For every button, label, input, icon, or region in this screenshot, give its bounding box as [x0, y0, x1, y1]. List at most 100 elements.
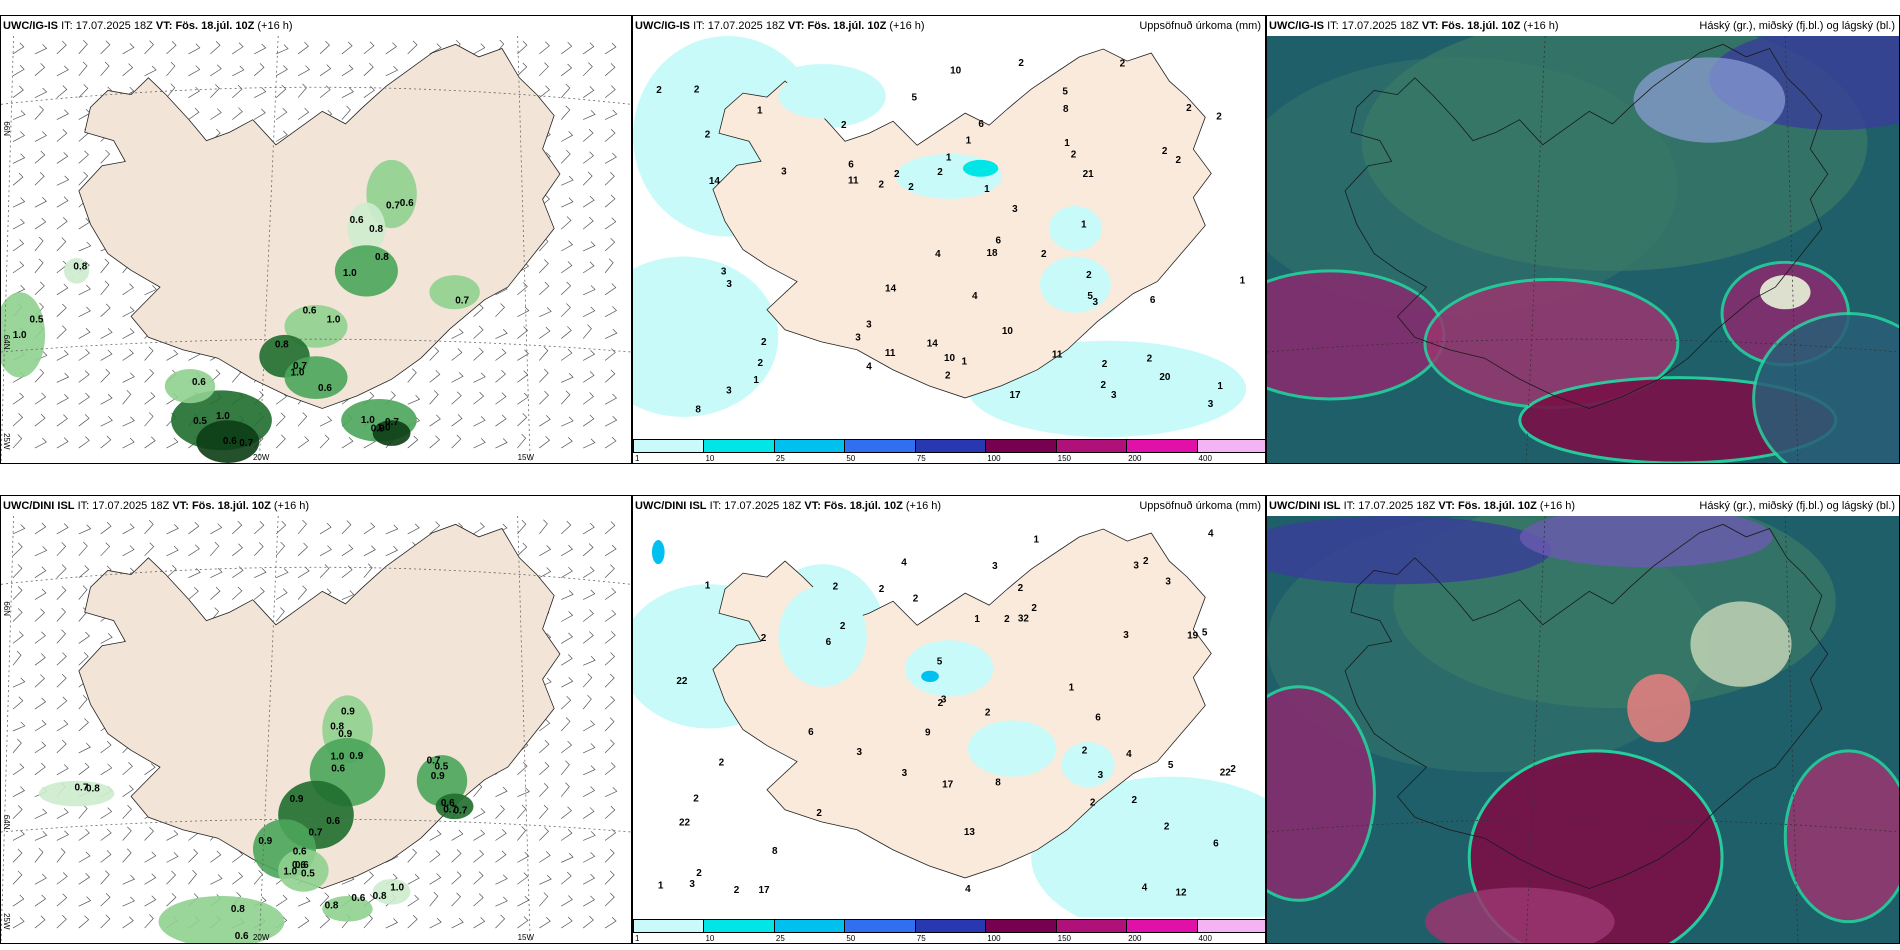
wind-barb — [539, 281, 550, 296]
wind-barb — [582, 349, 596, 361]
precip-value-label: 6 — [808, 727, 814, 738]
wind-barb — [78, 306, 91, 317]
precip-value-label: 0.8 — [369, 224, 383, 235]
wind-barb — [166, 893, 177, 907]
precip-value-label: 6 — [995, 235, 1001, 246]
wind-barb — [473, 303, 484, 317]
wind-barb — [407, 894, 420, 907]
wind-barb — [363, 914, 374, 929]
wind-barb — [78, 61, 88, 77]
wind-barb — [166, 41, 177, 55]
precip-value-label: 1.0 — [327, 314, 341, 325]
wind-barb — [604, 369, 616, 383]
wind-barb — [517, 413, 528, 427]
wind-barb — [34, 762, 46, 776]
cloud-area — [1627, 673, 1691, 743]
wind-barb — [473, 829, 486, 841]
wind-barb — [451, 372, 464, 383]
wind-barb — [582, 86, 595, 98]
precip-value-label: 11 — [1052, 349, 1063, 360]
precip-value-label: 2 — [1004, 614, 1010, 625]
precip-value-label: 6 — [1213, 838, 1219, 849]
precip-value-label: 10 — [950, 66, 962, 77]
latitude-64n-line — [1, 338, 631, 353]
wind-barb — [232, 65, 245, 77]
wind-barb — [582, 195, 595, 208]
wind-barb — [12, 830, 25, 841]
wind-barb — [12, 805, 23, 819]
precip-value-label: 11 — [848, 175, 859, 186]
wind-barb — [254, 568, 267, 579]
precip-value-label: 2 — [894, 169, 900, 180]
colorbar-tick-label: 400 — [1198, 454, 1212, 463]
wind-barb — [144, 436, 156, 449]
top-cloud-panel: UWC/IG-IS IT: 17.07.2025 18Z VT: Fös. 18… — [1266, 15, 1900, 464]
top-cloud-header: UWC/IG-IS IT: 17.07.2025 18Z VT: Fös. 18… — [1269, 20, 1895, 32]
precip-value-label: 1 — [966, 135, 972, 146]
wind-barb — [100, 850, 112, 863]
wind-barb — [583, 438, 596, 449]
precip-value-label: 0.6 — [235, 931, 249, 942]
wind-barb — [495, 786, 508, 797]
precip-value-label: 4 — [866, 362, 872, 373]
graticule — [1, 516, 631, 943]
precip-value-label: 3 — [857, 747, 863, 758]
wind-barb — [604, 393, 618, 405]
wind-barb — [144, 412, 154, 427]
wind-barb — [56, 372, 70, 383]
wind-barb — [188, 43, 201, 55]
colorbar-swatch — [773, 919, 846, 933]
wind-barb — [297, 412, 308, 427]
wind-barb — [517, 349, 529, 361]
wind-barb — [582, 151, 595, 164]
wind-barb — [561, 372, 574, 383]
wind-barb — [100, 258, 110, 274]
wind-barb — [12, 696, 24, 710]
wind-barb — [407, 873, 420, 885]
wind-barb — [407, 394, 421, 405]
wind-barb — [100, 435, 112, 449]
cloud-area — [1690, 601, 1792, 687]
wind-barb — [539, 740, 550, 754]
precip-area — [63, 258, 90, 284]
wind-barb — [56, 652, 67, 666]
wind-barb — [56, 325, 67, 339]
colorbar-swatch — [1196, 439, 1265, 453]
precip-value-label: 11 — [885, 348, 896, 359]
colorbar-swatch — [1126, 439, 1198, 453]
wind-barb — [604, 521, 616, 535]
precip-value-label: 1.0 — [377, 422, 391, 433]
precip-area — [372, 878, 411, 905]
wind-barb — [429, 891, 439, 907]
wind-barb — [56, 175, 70, 186]
wind-barb — [297, 916, 310, 929]
wind-barb — [560, 216, 572, 230]
precip-value-label: 3 — [1012, 204, 1018, 215]
wind-barb — [517, 761, 528, 776]
precip-value-label: 2 — [734, 885, 740, 896]
wind-barb — [517, 40, 528, 55]
wind-barb — [100, 368, 111, 383]
precip-value-label: 1 — [705, 581, 711, 592]
precip-value-label: 0.7 — [293, 361, 307, 372]
precip-value-label: 5 — [912, 92, 918, 103]
wind-barb — [341, 436, 354, 449]
precip-area-land — [1061, 742, 1115, 788]
wind-barb — [560, 696, 572, 710]
wind-barb — [122, 372, 135, 383]
cloud-area — [1519, 516, 1773, 568]
colorbar-swatch — [844, 439, 916, 453]
wind-barb — [495, 392, 507, 405]
precip-value-label: 2 — [908, 182, 914, 193]
wind-barb — [232, 566, 244, 578]
wind-barb — [517, 542, 528, 557]
wind-barb — [100, 349, 113, 361]
wind-barb — [604, 762, 616, 776]
precip-value-label: 3 — [855, 332, 861, 343]
wind-barb — [78, 872, 91, 885]
wind-barb — [539, 435, 551, 449]
wind-barb — [100, 807, 113, 819]
wind-barb — [495, 896, 508, 907]
wind-barb — [34, 131, 47, 142]
wind-barb — [122, 804, 132, 819]
